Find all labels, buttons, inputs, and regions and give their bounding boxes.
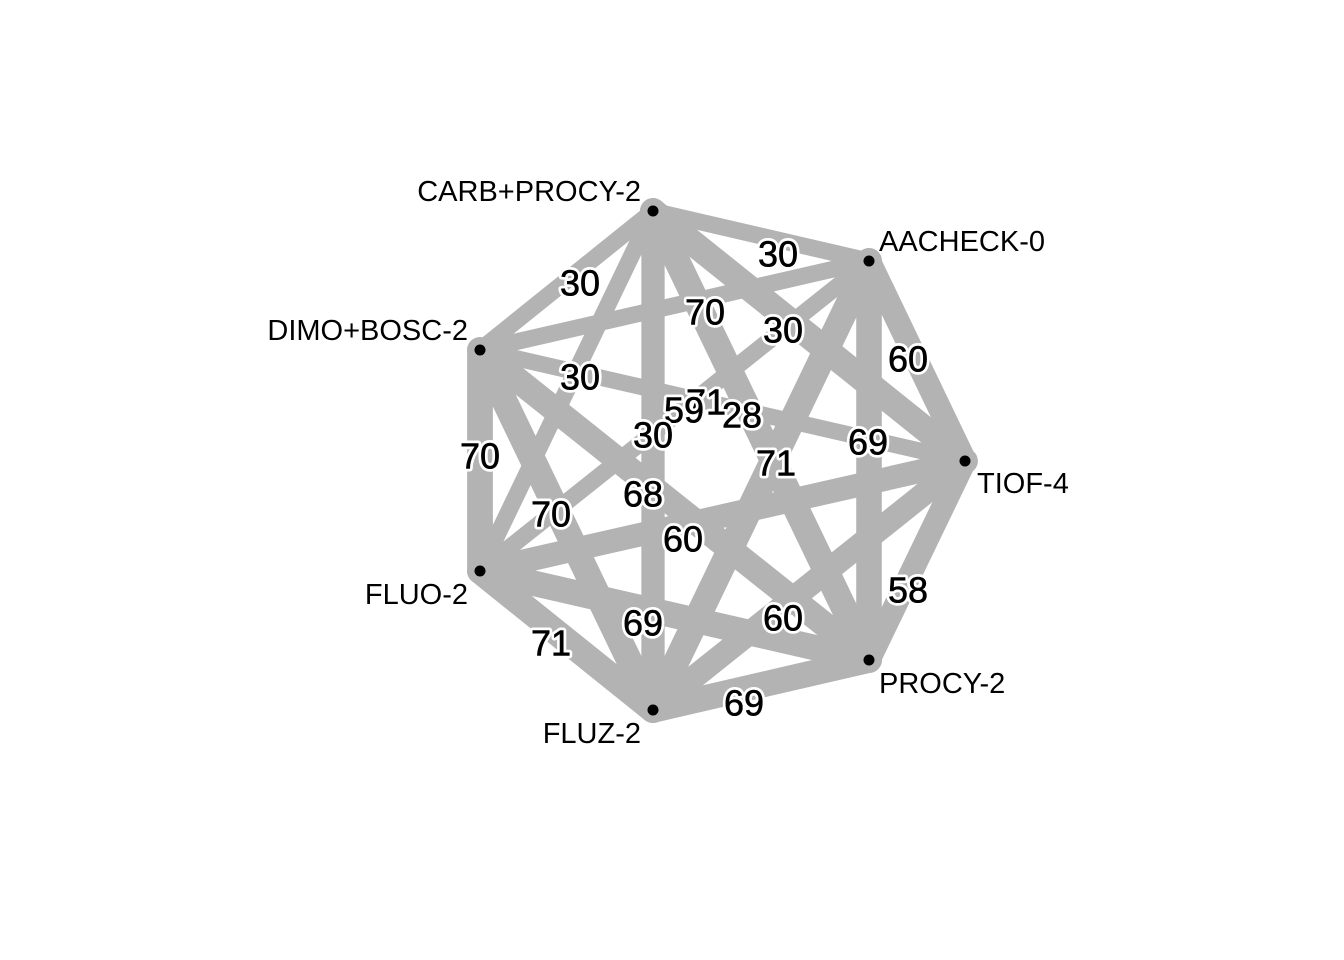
edge-label-halo: 71 xyxy=(756,443,796,484)
edge-label-carb-dimo: 30 xyxy=(560,263,600,304)
edge-label-aacheck-procy: 69 xyxy=(848,422,888,463)
edge-label-halo: 69 xyxy=(623,603,663,644)
edge-label-procy-fluz: 69 xyxy=(724,683,764,724)
edge-aacheck-dimo xyxy=(471,252,878,359)
edge-label-halo: 30 xyxy=(633,415,673,456)
node-fluo xyxy=(474,565,486,577)
edge-label-carb-aacheck: 30 xyxy=(758,234,798,275)
edge-label-tiof-procy: 58 xyxy=(888,570,928,611)
node-procy xyxy=(863,654,875,666)
nodes-layer xyxy=(474,205,971,716)
edge-label-tiof-dimo: 28 xyxy=(722,395,762,436)
edge-label-halo: 69 xyxy=(848,422,888,463)
node-label-procy: PROCY-2 xyxy=(879,668,1005,700)
edge-tiof-procy xyxy=(857,449,977,672)
node-label-fluz: FLUZ-2 xyxy=(543,718,641,750)
edge-carb-dimo xyxy=(471,202,662,359)
edge-aacheck-fluo xyxy=(471,252,878,580)
node-label-carb: CARB+PROCY-2 xyxy=(417,176,641,208)
edge-label-procy-fluo: 69 xyxy=(623,603,663,644)
edge-label-aacheck-fluo: 30 xyxy=(763,310,803,351)
edge-label-halo: 71 xyxy=(686,382,726,423)
node-aacheck xyxy=(863,255,875,267)
node-labels-layer: CARB+PROCY-2 AACHECK-0 TIOF-4 PROCY-2 FLUZ-2… xyxy=(267,176,1068,750)
edge-label-fluz-dimo: 70 xyxy=(531,494,571,535)
edge-label-halo: 30 xyxy=(560,263,600,304)
edge-label-halo: 30 xyxy=(763,310,803,351)
edge-label-halo: 70 xyxy=(460,436,500,477)
edges-layer xyxy=(467,198,978,723)
edge-procy-fluz xyxy=(640,647,882,723)
node-tiof xyxy=(959,455,971,467)
edge-label-fluz-fluo: 71 xyxy=(531,623,571,664)
edge-label-halo: 71 xyxy=(531,623,571,664)
edge-carb-aacheck xyxy=(644,202,878,270)
edge-label-halo: 70 xyxy=(685,292,725,333)
edge-label-halo: 60 xyxy=(663,519,703,560)
edge-aacheck-tiof xyxy=(857,249,977,473)
edge-label-procy-dimo: 68 xyxy=(623,474,663,515)
edge-carb-fluo xyxy=(471,202,662,580)
edge-fluz-fluo xyxy=(467,558,666,723)
edge-carb-tiof xyxy=(640,198,978,474)
node-carb xyxy=(647,205,659,217)
node-label-fluo: FLUO-2 xyxy=(365,579,468,611)
edge-tiof-fluo xyxy=(468,449,977,583)
edge-carb-procy xyxy=(640,198,882,673)
edge-label-halo: 60 xyxy=(763,598,803,639)
edge-labels-layer: 3030303070707171595930306060696971713030… xyxy=(457,231,931,727)
edge-label-carb-procy: 71 xyxy=(686,382,726,423)
edge-label-aacheck-tiof: 60 xyxy=(888,339,928,380)
edge-label-carb-tiof: 70 xyxy=(685,292,725,333)
node-label-aacheck: AACHECK-0 xyxy=(879,226,1045,258)
edge-aacheck-fluz xyxy=(640,248,882,723)
edge-label-halo: 59 xyxy=(664,390,704,431)
edge-procy-dimo xyxy=(467,337,882,673)
edge-tiof-fluz xyxy=(641,449,977,722)
edge-label-halo: 68 xyxy=(623,474,663,515)
node-label-tiof: TIOF-4 xyxy=(977,468,1069,500)
edge-label-carb-fluo: 30 xyxy=(633,415,673,456)
edge-fluz-dimo xyxy=(467,337,666,723)
node-fluz xyxy=(647,704,659,716)
edge-label-fluo-dimo: 70 xyxy=(460,436,500,477)
edge-label-halo: 70 xyxy=(531,494,571,535)
edge-label-halo: 30 xyxy=(758,234,798,275)
edge-procy-fluo xyxy=(467,558,882,673)
edge-label-halo: 58 xyxy=(888,570,928,611)
edge-label-halo: 30 xyxy=(560,357,600,398)
edge-label-tiof-fluz: 60 xyxy=(763,598,803,639)
node-dimo xyxy=(474,344,486,356)
edge-label-halo: 60 xyxy=(888,339,928,380)
edge-label-carb-fluz: 59 xyxy=(664,390,704,431)
edge-label-aacheck-dimo: 30 xyxy=(560,357,600,398)
edge-label-halo: 28 xyxy=(722,395,762,436)
edge-label-aacheck-fluz: 71 xyxy=(756,443,796,484)
edge-tiof-dimo xyxy=(471,341,974,470)
edge-label-halo: 69 xyxy=(724,683,764,724)
edge-label-tiof-fluo: 60 xyxy=(663,519,703,560)
node-label-dimo: DIMO+BOSC-2 xyxy=(267,315,468,347)
